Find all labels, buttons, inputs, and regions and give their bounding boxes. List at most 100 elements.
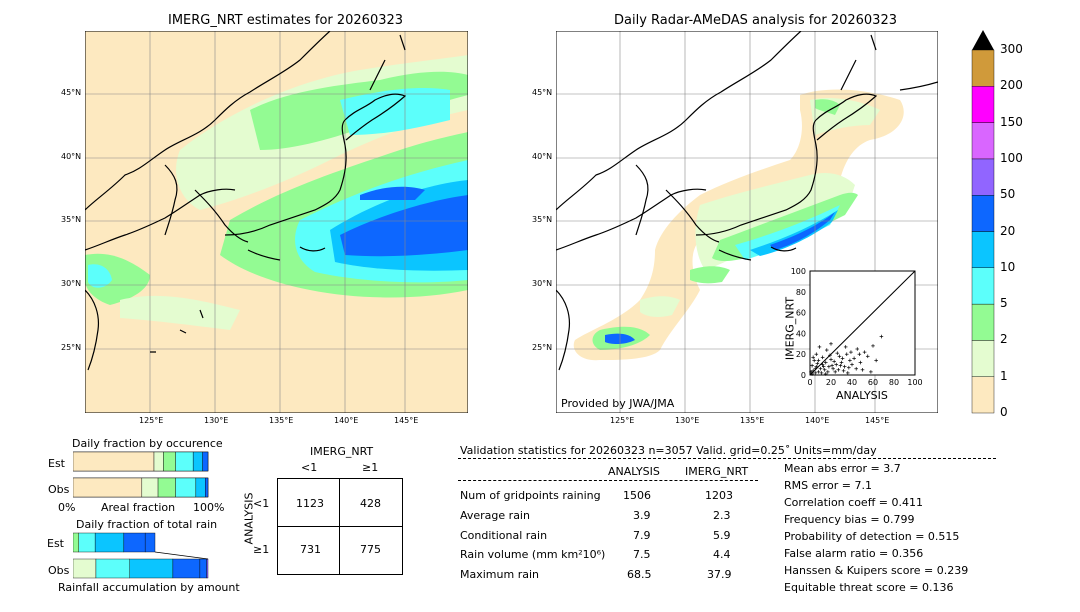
total-rain-obs-label: Obs: [48, 564, 70, 577]
scatter-diagonal: [809, 270, 916, 376]
contingency-col-label-2: ≥1: [362, 461, 379, 474]
scatter-point: [819, 371, 824, 375]
lon-tick-label: 140°E: [334, 416, 359, 425]
lat-tick-label: 40°N: [532, 152, 553, 161]
colorbar-level-label: 300: [1000, 42, 1023, 56]
scatter-point: [857, 352, 862, 356]
scatter-x-tick: 0: [807, 378, 812, 387]
bar-segment: [95, 558, 130, 579]
scatter-point: [823, 372, 828, 376]
scatter-point: [854, 366, 858, 371]
colorbar-level-label: 0: [1000, 405, 1008, 419]
score-ets: Equitable threat score = 0.136: [784, 581, 954, 594]
scatter-y-tick: 20: [796, 350, 806, 359]
scatter-x-tick: 80: [889, 378, 899, 387]
scatter-ylabel: IMERG_NRT: [783, 296, 797, 361]
stat-label: Conditional rain: [460, 529, 548, 542]
bar-segment: [73, 451, 155, 472]
colorbar-extend-arrow: [972, 30, 994, 50]
score-correlation: Correlation coeff = 0.411: [784, 496, 923, 509]
colorbar-swatch: [971, 340, 995, 377]
scatter-point: [809, 370, 813, 374]
scatter-y-tick: 40: [796, 329, 806, 338]
bar-segment: [175, 451, 194, 472]
total-rain-footer: Rainfall accumulation by amount: [58, 581, 240, 594]
occurrence-axis-right: 100%: [193, 501, 225, 514]
bar-segment: [206, 558, 209, 579]
stat-imerg: 37.9: [707, 568, 732, 581]
left-rain-field: [85, 31, 468, 413]
colorbar-swatch: [971, 158, 995, 196]
contingency-cell-11: 1123: [296, 497, 324, 510]
bar-segment: [192, 451, 203, 472]
bar-segment: [205, 477, 209, 498]
occurrence-obs-label: Obs: [48, 483, 70, 496]
occurrence-bars: [73, 451, 209, 498]
score-frequency-bias: Frequency bias = 0.799: [784, 513, 915, 526]
scatter-point: [834, 362, 839, 367]
stat-label: Num of gridpoints raining: [460, 489, 601, 502]
scatter-point: [836, 368, 841, 372]
scatter-y-tick: 60: [796, 309, 806, 318]
colorbar-swatch: [971, 86, 995, 123]
lat-tick-label: 25°N: [61, 343, 82, 352]
contingency-cell-22: 775: [360, 543, 381, 556]
colorbar-level-label: 2: [1000, 332, 1008, 347]
scatter-x-tick: 20: [826, 378, 836, 387]
stats-col-analysis: ANALYSIS: [608, 465, 660, 478]
stat-imerg: 1203: [705, 489, 733, 502]
scatter-point: [849, 350, 853, 354]
stat-analysis: 7.5: [633, 548, 651, 561]
scatter-point: [858, 360, 863, 365]
colorbar-level-label: 200: [1000, 78, 1023, 93]
stats-header: Validation statistics for 20260323 n=305…: [460, 444, 877, 457]
bar-segment: [163, 451, 176, 472]
colorbar-swatch: [971, 267, 995, 305]
scatter-point: [810, 363, 814, 368]
scatter-point: [843, 345, 848, 349]
bar-segment: [157, 477, 176, 498]
scatter-point: [852, 356, 856, 361]
lon-tick-label: 145°E: [865, 416, 890, 425]
stat-label: Rain volume (mm km²10⁶): [460, 548, 606, 561]
scatter-point: [822, 368, 827, 372]
scatter-y-tick: 80: [796, 288, 806, 297]
colorbar-swatch: [971, 194, 995, 232]
colorbar-swatch: [971, 303, 995, 341]
colorbar-swatch: [971, 49, 995, 87]
colorbar-level-label: 20: [1000, 223, 1016, 238]
bar-segment: [73, 477, 143, 498]
scatter-x-tick: 60: [868, 378, 878, 387]
scatter-point: [817, 345, 822, 349]
scatter-point: [813, 371, 818, 375]
scatter-point: [816, 358, 821, 363]
scatter-point: [811, 369, 815, 373]
scatter-y-tick: 0: [801, 371, 806, 380]
scatter-point: [820, 355, 825, 360]
colorbar-level-label: 5: [1000, 296, 1008, 311]
scatter-point: [869, 370, 873, 374]
scatter-point: [848, 358, 852, 363]
right-coastline: [556, 31, 938, 371]
bar-segment: [129, 558, 174, 579]
stats-col-imerg: IMERG_NRT: [685, 465, 749, 478]
total-rain-bars: [73, 532, 209, 579]
scatter-y-tick: 100: [791, 267, 806, 276]
total-rain-est-label: Est: [47, 537, 64, 550]
scatter-point: [833, 370, 837, 374]
contingency-col-label-1: <1: [301, 461, 318, 474]
bar-segment: [141, 477, 159, 498]
occurrence-axis-mid: Areal fraction: [101, 501, 176, 514]
scatter-point: [825, 348, 829, 352]
colorbar-level-label: 150: [1000, 114, 1023, 129]
scatter-point: [827, 364, 831, 369]
scatter-points: [809, 334, 884, 376]
scatter-x-tick: 100: [907, 378, 922, 387]
scatter-point: [814, 364, 819, 369]
contingency-row-label-1: <1: [253, 497, 270, 510]
scatter-point: [815, 361, 820, 366]
colorbar: [971, 30, 995, 414]
colorbar-level-label: 10: [1000, 259, 1016, 274]
lat-tick-label: 35°N: [61, 215, 82, 224]
